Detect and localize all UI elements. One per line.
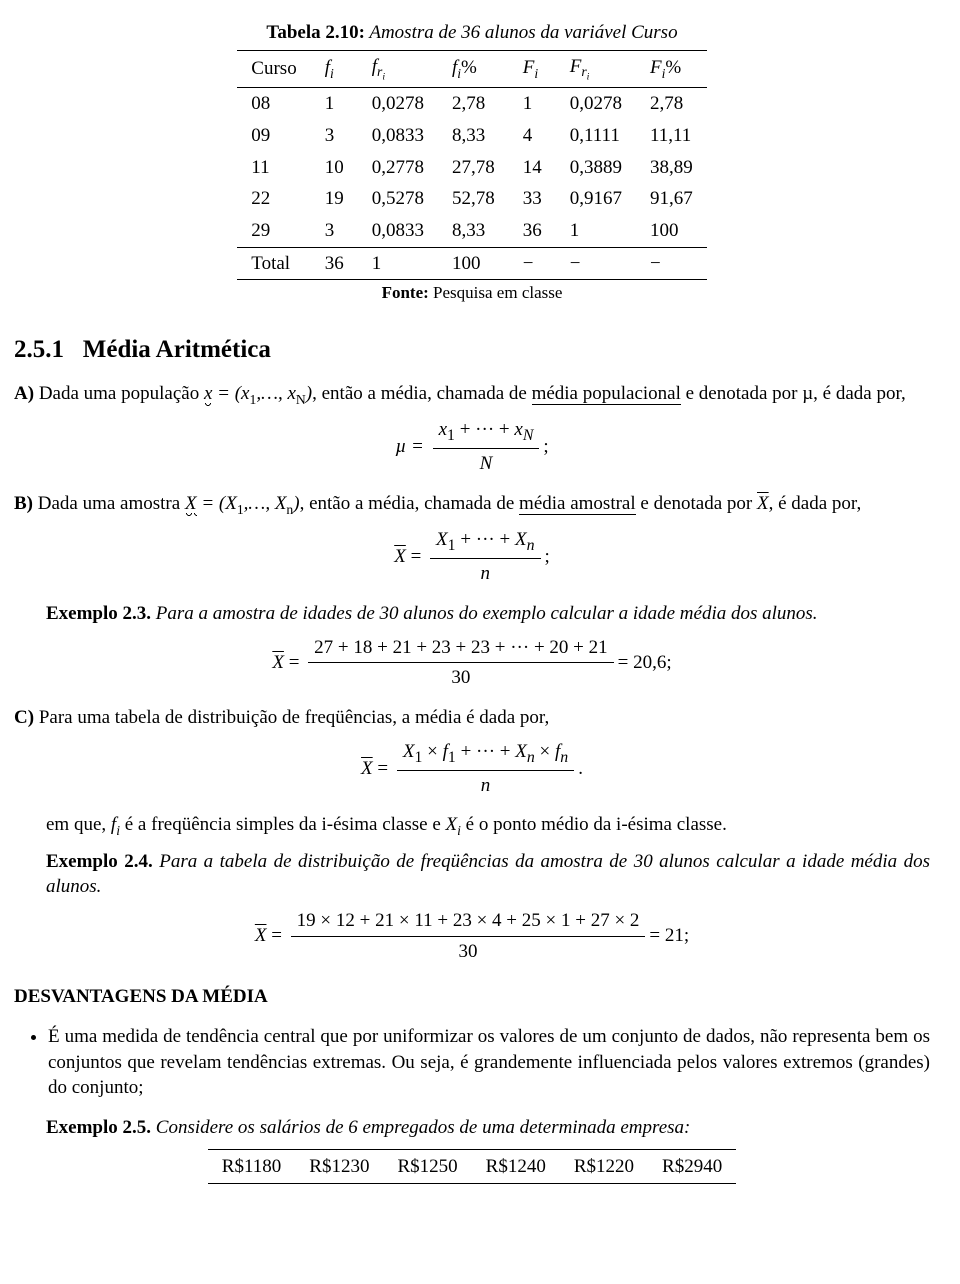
- th-Fi: Fi: [509, 50, 556, 88]
- caption-bold: Tabela 2.10:: [266, 22, 365, 43]
- salary-cell: R$1230: [295, 1149, 383, 1184]
- frequency-table: Curso fi fri fi% Fi Fri Fi% 0810,02782,7…: [237, 50, 706, 281]
- salary-cell: R$1250: [383, 1149, 471, 1184]
- desvantagens-list: É uma medida de tendência central que po…: [48, 1024, 930, 1101]
- salary-cell: R$1220: [560, 1149, 648, 1184]
- desvantagens-item: É uma medida de tendência central que po…: [48, 1024, 930, 1101]
- table-row: 22190,527852,78330,916791,67: [237, 183, 706, 215]
- caption-italic: Amostra de 36 alunos da variável Curso: [365, 22, 678, 43]
- salary-cell: R$1180: [208, 1149, 295, 1184]
- table-total-row: Total361100−−−: [237, 247, 706, 280]
- section-heading: 2.5.1 Média Aritmética: [14, 333, 930, 367]
- item-c: C) Para uma tabela de distribuição de fr…: [46, 705, 930, 731]
- table-caption: Tabela 2.10: Amostra de 36 alunos da var…: [14, 20, 930, 46]
- th-Fri: Fri: [556, 50, 636, 88]
- formula-ex24: X = 19 × 12 + 21 × 11 + 23 × 4 + 25 × 1 …: [14, 908, 930, 964]
- th-fipct: fi%: [438, 50, 509, 88]
- th-Fipct: Fi%: [636, 50, 707, 88]
- item-b: B) Dada uma amostra X = (X1,…, Xn), entã…: [46, 491, 930, 519]
- th-curso: Curso: [237, 50, 310, 88]
- th-fi: fi: [311, 50, 358, 88]
- salary-cell: R$1240: [472, 1149, 560, 1184]
- table-row: 0810,02782,7810,02782,78: [237, 88, 706, 120]
- table-fonte: Fonte: Pesquisa em classe: [382, 282, 563, 305]
- desvantagens-title: DESVANTAGENS DA MÉDIA: [14, 984, 930, 1010]
- th-fri: fri: [358, 50, 438, 88]
- formula-c: X = X1 × f1 + ··· + Xn × fnn.: [14, 739, 930, 799]
- exemplo-2-3: Exemplo 2.3. Para a amostra de idades de…: [46, 601, 930, 627]
- exemplo-2-4: Exemplo 2.4. Para a tabela de distribuiç…: [46, 849, 930, 900]
- salary-cell: R$2940: [648, 1149, 736, 1184]
- table-row: 11100,277827,78140,388938,89: [237, 152, 706, 184]
- table-row: 0930,08338,3340,111111,11: [237, 120, 706, 152]
- item-c-note: em que, fi é a freqüência simples da i-é…: [46, 812, 930, 840]
- underline-pop: média populacional: [532, 383, 681, 405]
- underline-amostral: média amostral: [519, 493, 636, 515]
- formula-xbar: X = X1 + ··· + Xnn;: [14, 527, 930, 587]
- formula-mu: µ = x1 + ··· + xNN;: [14, 417, 930, 477]
- wavy-x: x: [204, 383, 212, 404]
- table-row: 2930,08338,33361100: [237, 215, 706, 247]
- wavy-X: X: [185, 493, 197, 514]
- exemplo-2-5: Exemplo 2.5. Considere os salários de 6 …: [46, 1115, 930, 1141]
- formula-ex23: X = 27 + 18 + 21 + 23 + 23 + ··· + 20 + …: [14, 635, 930, 691]
- item-a: A) Dada uma população x = (x1,…, xN), en…: [46, 381, 930, 409]
- salary-table: R$1180 R$1230 R$1250 R$1240 R$1220 R$294…: [208, 1149, 736, 1185]
